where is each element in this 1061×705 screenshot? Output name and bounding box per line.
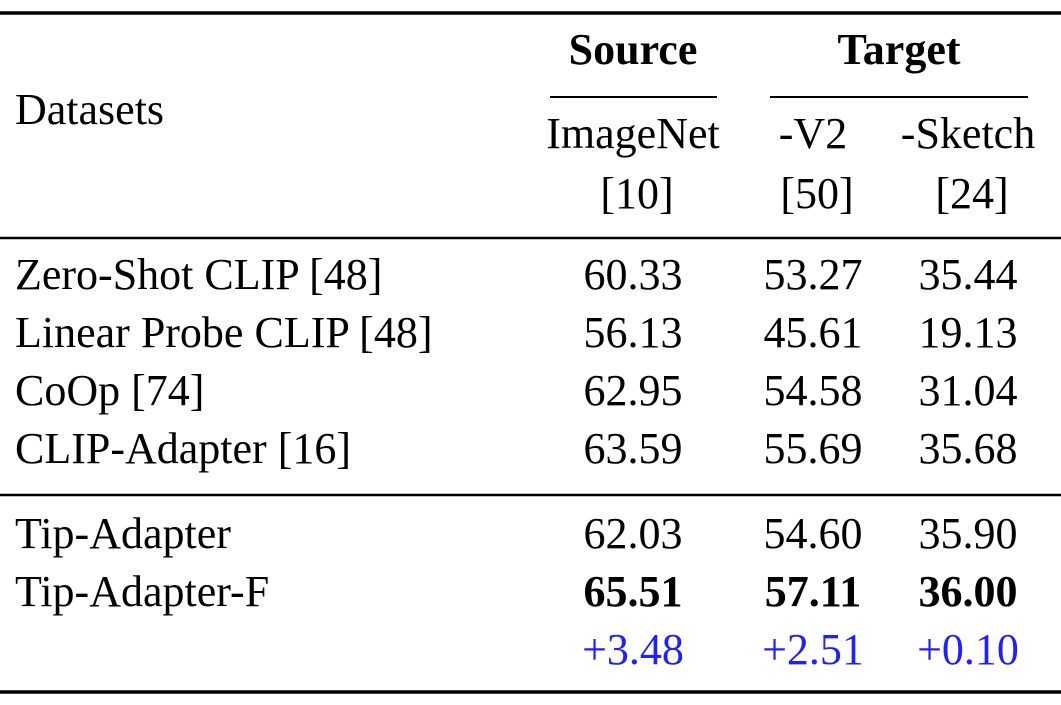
method-name: CLIP-Adapter [16] xyxy=(15,424,351,473)
cell-value: 35.44 xyxy=(919,250,1018,299)
cell-value: 35.90 xyxy=(919,509,1018,558)
cell-value: 63.59 xyxy=(584,424,683,473)
column-header: [24] xyxy=(935,169,1008,218)
target-header: Target xyxy=(837,25,960,74)
method-name: Zero-Shot CLIP [48] xyxy=(15,250,382,299)
cell-value: 56.13 xyxy=(584,308,683,357)
column-header: [10] xyxy=(600,169,673,218)
cell-value: 19.13 xyxy=(919,308,1018,357)
cell-value: 45.61 xyxy=(764,308,863,357)
datasets-header: Datasets xyxy=(15,85,164,134)
method-name: Tip-Adapter xyxy=(15,509,231,558)
method-name: Tip-Adapter-F xyxy=(15,567,269,616)
cell-value: 62.03 xyxy=(584,509,683,558)
method-name: Linear Probe CLIP [48] xyxy=(15,308,432,357)
method-name: CoOp [74] xyxy=(15,366,204,415)
cell-value: 54.58 xyxy=(764,366,863,415)
cell-value: 35.68 xyxy=(919,424,1018,473)
source-header: Source xyxy=(569,25,698,74)
cell-value: 53.27 xyxy=(764,250,863,299)
column-header: ImageNet xyxy=(546,109,719,158)
cell-value: 60.33 xyxy=(584,250,683,299)
gain-value: +3.48 xyxy=(582,625,684,674)
cell-value: 31.04 xyxy=(919,366,1018,415)
gain-value: +2.51 xyxy=(762,625,864,674)
gain-value: +0.10 xyxy=(917,625,1019,674)
cell-value: 57.11 xyxy=(765,567,862,616)
cell-value: 36.00 xyxy=(919,567,1018,616)
cell-value: 54.60 xyxy=(764,509,863,558)
cell-value: 55.69 xyxy=(764,424,863,473)
column-header: -Sketch xyxy=(901,109,1035,158)
column-header: [50] xyxy=(780,169,853,218)
cell-value: 62.95 xyxy=(584,366,683,415)
cell-value: 65.51 xyxy=(584,567,683,616)
column-header: -V2 xyxy=(779,109,847,158)
